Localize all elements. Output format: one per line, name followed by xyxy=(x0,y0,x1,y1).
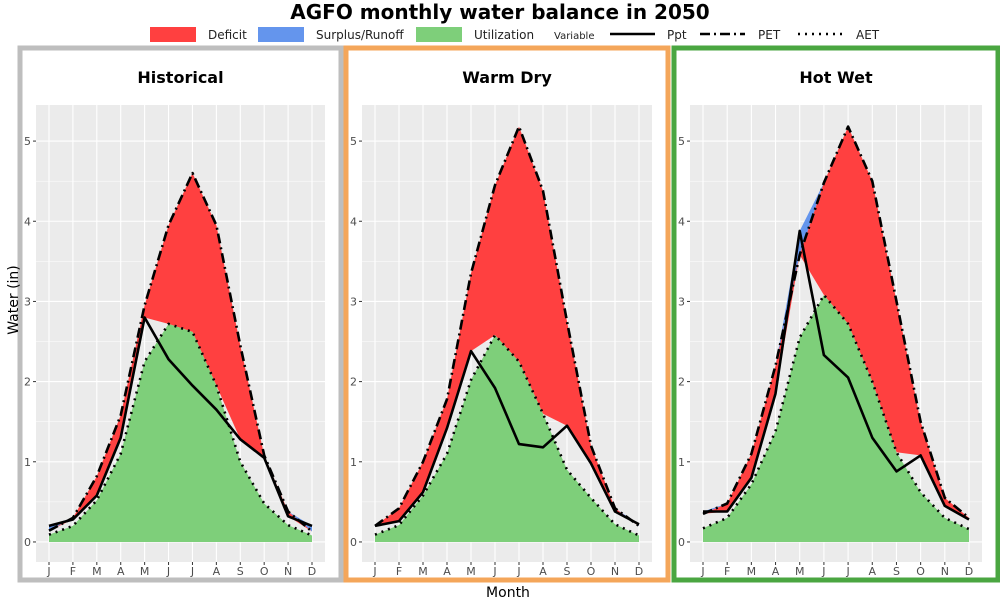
panel-historical: Historical 0 1 2 3 4 5 J F M A M J J A S O N D xyxy=(17,45,344,583)
x-tick-label: J xyxy=(516,565,520,578)
y-tick-label: 1 xyxy=(678,456,685,469)
legend-label-aet: AET xyxy=(856,28,880,42)
series-line-ppt xyxy=(374,349,640,528)
x-tick-label: M xyxy=(795,565,805,578)
x-tick-label: S xyxy=(564,565,571,578)
series-line-ppt xyxy=(703,229,970,521)
x-tick-label: A xyxy=(539,565,547,578)
legend-variable-title: Variable xyxy=(554,31,595,42)
legend-label-surplus: Surplus/Runoff xyxy=(316,28,404,42)
x-axis-label: Month xyxy=(486,585,530,600)
legend-label-ppt: Ppt xyxy=(667,28,687,42)
x-tick-label: A xyxy=(213,565,221,578)
x-tick-label: J xyxy=(821,565,825,578)
x-tick-label: A xyxy=(443,565,451,578)
x-tick-label: M xyxy=(747,565,757,578)
x-tick-label: N xyxy=(941,565,949,578)
area-utilization xyxy=(49,323,312,542)
x-tick-label: J xyxy=(845,565,849,578)
area-utilization xyxy=(375,335,639,542)
series-line-aet xyxy=(48,322,313,537)
panel-hot-wet: Hot Wet 0 1 2 3 4 5 J F M A M J J A S O N D xyxy=(671,45,1000,583)
y-tick-label: 0 xyxy=(350,536,357,549)
x-tick-label: M xyxy=(92,565,102,578)
series-line-aet xyxy=(374,333,640,537)
legend-label-utilization: Utilization xyxy=(474,28,534,42)
x-tick-label: J xyxy=(46,565,50,578)
series-line-pet xyxy=(702,125,970,519)
x-tick-label: J xyxy=(492,565,496,578)
x-tick-label: S xyxy=(237,565,244,578)
y-tick-label: 0 xyxy=(24,536,31,549)
y-tick-label: 1 xyxy=(24,456,31,469)
x-tick-label: J xyxy=(372,565,376,578)
x-tick-label: A xyxy=(869,565,877,578)
x-tick-label: O xyxy=(916,565,925,578)
x-tick-label: D xyxy=(635,565,643,578)
y-tick-label: 5 xyxy=(24,135,31,148)
series-line-pet xyxy=(48,171,313,533)
x-tick-label: F xyxy=(396,565,402,578)
series-line-pet xyxy=(374,125,640,527)
y-tick-label: 3 xyxy=(350,295,357,308)
y-tick-label: 3 xyxy=(24,295,31,308)
y-tick-label: 0 xyxy=(678,536,685,549)
x-tick-label: N xyxy=(611,565,619,578)
legend: Deficit Surplus/Runoff Utilization Varia… xyxy=(150,27,880,42)
x-tick-label: D xyxy=(965,565,973,578)
y-tick-label: 5 xyxy=(678,135,685,148)
y-tick-label: 4 xyxy=(350,215,357,228)
x-tick-label: M xyxy=(466,565,476,578)
legend-label-pet: PET xyxy=(758,28,781,42)
panel-title: Historical xyxy=(137,68,223,87)
y-tick-label: 2 xyxy=(24,376,31,389)
x-tick-label: D xyxy=(308,565,316,578)
legend-swatch-surplus xyxy=(258,27,304,42)
y-tick-label: 4 xyxy=(678,215,685,228)
y-tick-label: 2 xyxy=(350,376,357,389)
x-tick-label: M xyxy=(140,565,150,578)
area-deficit xyxy=(375,126,639,526)
y-tick-label: 4 xyxy=(24,215,31,228)
x-tick-label: J xyxy=(166,565,170,578)
x-tick-label: J xyxy=(190,565,194,578)
legend-swatch-utilization xyxy=(416,27,462,42)
y-tick-label: 5 xyxy=(350,135,357,148)
x-tick-label: S xyxy=(893,565,900,578)
series-line-ppt xyxy=(48,316,313,528)
area-deficit xyxy=(49,173,312,532)
x-tick-label: F xyxy=(70,565,76,578)
legend-label-deficit: Deficit xyxy=(208,28,247,42)
area-deficit xyxy=(703,126,969,520)
x-tick-label: A xyxy=(117,565,125,578)
area-utilization xyxy=(703,295,969,542)
x-tick-label: N xyxy=(284,565,292,578)
y-tick-label: 1 xyxy=(350,456,357,469)
x-tick-label: A xyxy=(772,565,780,578)
x-tick-label: F xyxy=(724,565,730,578)
y-axis-label: Water (in) xyxy=(6,265,22,335)
x-tick-label: O xyxy=(587,565,596,578)
panel-title: Hot Wet xyxy=(799,68,873,87)
legend-swatch-deficit xyxy=(150,27,196,42)
panel-title: Warm Dry xyxy=(462,68,552,87)
x-tick-label: O xyxy=(260,565,269,578)
panel-warm-dry: Warm Dry 0 1 2 3 4 5 J F M A M J J A S O N D xyxy=(343,45,671,583)
x-tick-label: J xyxy=(700,565,704,578)
y-tick-label: 3 xyxy=(678,295,685,308)
chart-title: AGFO monthly water balance in 2050 xyxy=(290,0,710,24)
y-tick-label: 2 xyxy=(678,376,685,389)
x-tick-label: M xyxy=(418,565,428,578)
